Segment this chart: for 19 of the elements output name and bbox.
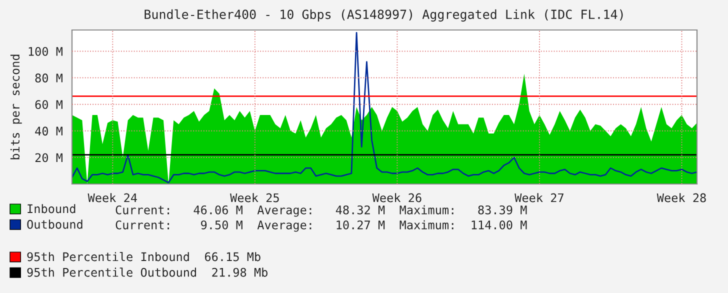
x-tick-label: Week 26 (372, 193, 422, 202)
y-tick-label: 20 M (35, 153, 62, 162)
y-tick-label: 40 M (35, 126, 62, 136)
x-tick-label: Week 24 (88, 193, 137, 202)
legend-label: 95th Percentile Outbound 21.98 Mb (27, 268, 268, 277)
x-tick-label: Week 27 (514, 193, 564, 202)
x-tick-label: Week 28 (656, 193, 706, 202)
legend-label: Outbound (27, 220, 82, 229)
y-tick-label: 60 M (35, 100, 62, 110)
x-tick-label: Week 25 (230, 193, 279, 202)
text: Current: 46.06 M Average: 48.32 M Maximum: 83.39 M (116, 205, 527, 217)
legend-label: 95th Percentile Inbound 66.15 Mb (27, 252, 260, 262)
text: Current: 9.50 M Average: 10.27 M Maximum: 114.00 M (116, 220, 527, 232)
y-tick-label: 80 M (35, 74, 62, 82)
chart-title: Bundle-Ether400 - 10 Gbps (AS148997) Aggregated Link (IDC FL.14) (144, 9, 623, 22)
line-series (72, 32, 697, 184)
y-axis-title: bits per second (10, 54, 22, 160)
legend-label: Inbound (28, 204, 76, 214)
y-tick-label: 100 M (28, 46, 62, 56)
